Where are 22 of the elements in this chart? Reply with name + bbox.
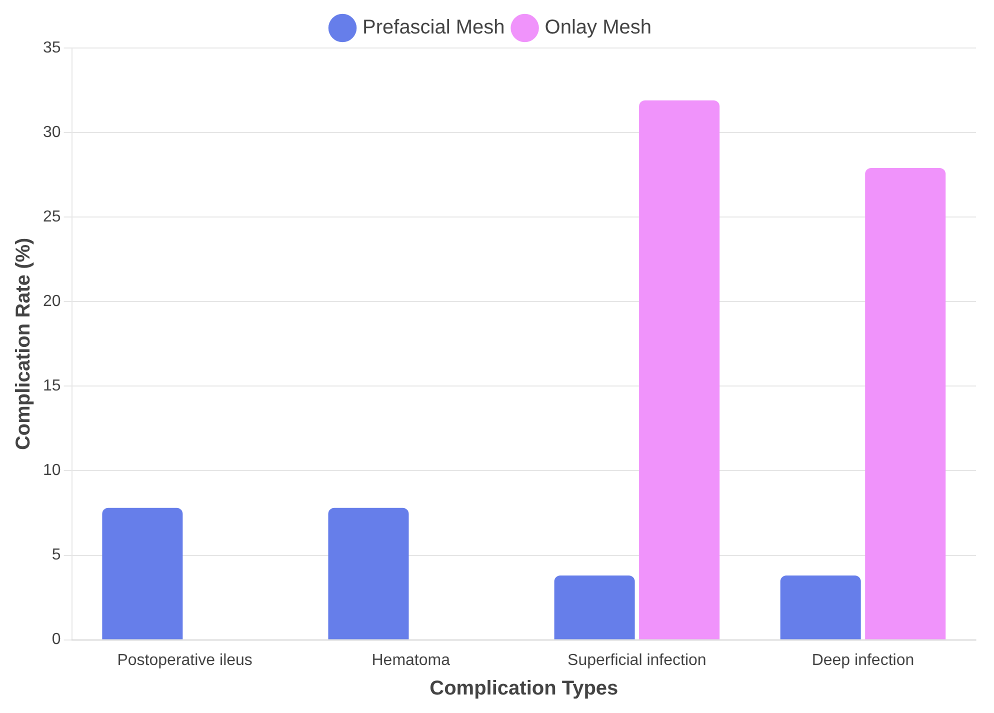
y-tick-label: 35 — [43, 39, 61, 56]
y-tick-label: 5 — [52, 546, 61, 564]
y-tick-label: 10 — [43, 462, 61, 480]
bar — [554, 576, 635, 640]
y-tick-label: 25 — [43, 208, 61, 226]
x-tick-label: Postoperative ileus — [117, 652, 252, 669]
x-axis-title: Complication Types — [430, 678, 618, 700]
legend-label: Prefascial Mesh — [362, 16, 505, 39]
bar — [639, 100, 720, 640]
bar — [865, 168, 946, 640]
y-tick-label: 0 — [52, 631, 61, 648]
bar — [328, 508, 409, 640]
x-tick-label: Deep infection — [812, 652, 914, 669]
y-tick-label: 15 — [43, 378, 61, 395]
x-tick-label: Superficial infection — [568, 652, 706, 669]
x-tick-label: Hematoma — [372, 652, 450, 669]
y-tick-label: 30 — [43, 124, 61, 141]
bar — [780, 576, 861, 640]
y-tick-label: 20 — [43, 293, 61, 310]
legend-label: Onlay Mesh — [544, 16, 652, 39]
bar — [102, 508, 183, 640]
y-axis-title: Complication Rate (%) — [12, 238, 35, 450]
